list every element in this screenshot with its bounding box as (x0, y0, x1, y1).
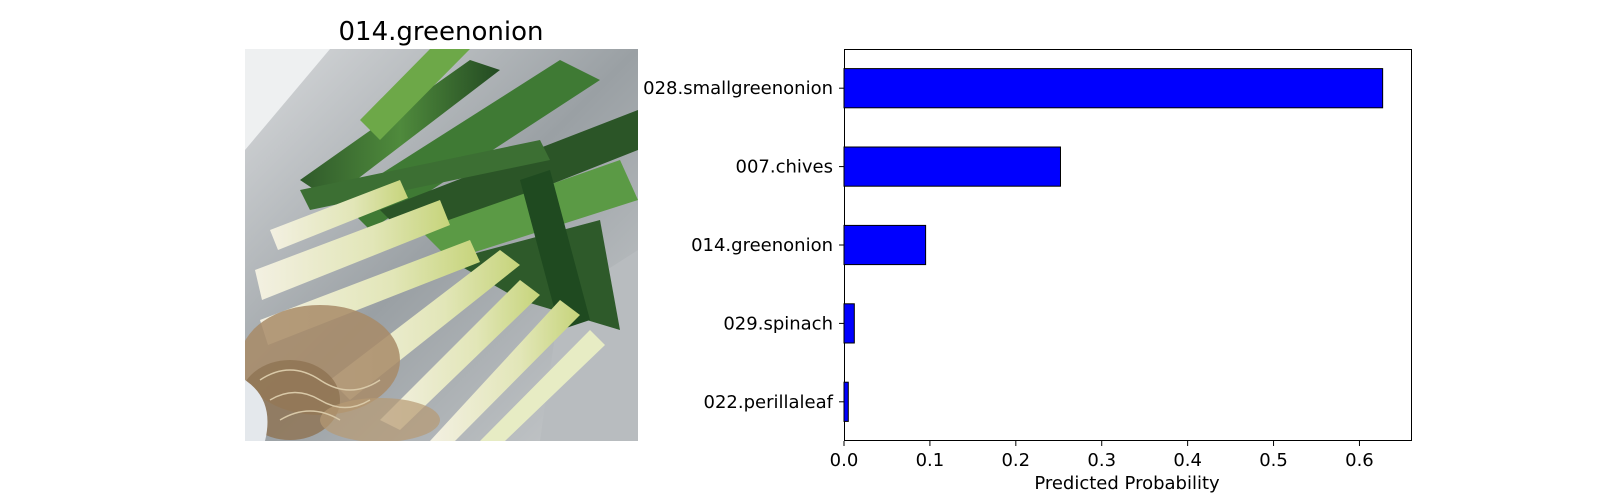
y-tick-label: 029.spinach (723, 313, 833, 334)
x-tick-label: 0.3 (1087, 450, 1116, 471)
y-tick-label: 022.perillaleaf (704, 392, 834, 413)
x-tick-layer: 0.0 0.1 0.2 0.3 0.4 0.5 0.6 (830, 441, 1374, 471)
bar-028.smallgreenonion (843, 68, 1384, 109)
y-tick-label: 028.smallgreenonion (643, 78, 833, 99)
x-tick-label: 0.1 (916, 450, 945, 471)
x-axis-label: Predicted Probability (1034, 473, 1220, 494)
green-onion-photo (245, 49, 638, 441)
image-title: 014.greenonion (339, 17, 544, 47)
x-tick-label: 0.0 (830, 450, 859, 471)
x-tick-label: 0.2 (1001, 450, 1030, 471)
y-tick-label: 007.chives (736, 157, 834, 178)
bar-029.spinach (843, 303, 855, 344)
y-tick-layer: 028.smallgreenonion 007.chives 014.greenon… (643, 78, 844, 413)
bar-014.greenonion (843, 224, 927, 266)
bar-007.chives (843, 146, 1061, 187)
bars-layer (843, 68, 1384, 422)
y-tick-label: 014.greenonion (691, 235, 833, 256)
x-tick-label: 0.5 (1259, 450, 1288, 471)
x-tick-label: 0.6 (1345, 450, 1374, 471)
x-tick-label: 0.4 (1173, 450, 1202, 471)
bar-022.perillaleaf (843, 381, 849, 422)
